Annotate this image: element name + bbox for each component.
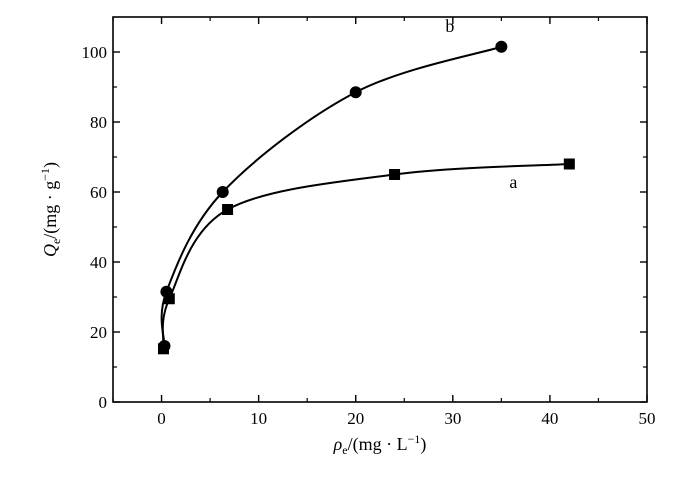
series-labels: ab (445, 16, 517, 192)
x-axis-label-symbol: ρ (333, 434, 343, 454)
marker-square-a (163, 293, 175, 305)
marker-circle-b (349, 86, 362, 99)
fit-curve-b (160, 45, 502, 347)
y-tick-label: 100 (82, 43, 108, 62)
y-axis-label-exponent: −1 (38, 168, 52, 181)
plot-frame (112, 16, 648, 403)
series-label-a: a (509, 172, 517, 192)
y-tick-label: 60 (90, 183, 107, 202)
y-tick-label: 40 (90, 253, 107, 272)
marker-circle-b (158, 340, 171, 352)
marker-square-a (563, 158, 575, 170)
data-markers (157, 40, 575, 355)
y-axis-label-symbol: Q (40, 244, 60, 257)
marker-square-a (389, 169, 401, 180)
x-axis-label-subscript: e (342, 443, 347, 457)
marker-circle-b (216, 186, 229, 198)
y-axis-label-subscript: e (49, 239, 63, 244)
x-tick-label: 30 (444, 409, 461, 428)
marker-square-a (222, 204, 234, 215)
y-tick-label: 80 (90, 113, 107, 132)
y-axis: 0 20 40 60 80 100 (82, 43, 647, 412)
x-tick-label: 20 (347, 409, 364, 428)
x-tick-label: 50 (639, 409, 656, 428)
x-tick-label: 0 (157, 409, 166, 428)
marker-circle-b (160, 285, 173, 298)
x-tick-label: 10 (250, 409, 267, 428)
x-axis-label-units: /(mg · L (348, 434, 408, 455)
x-axis: 0 10 20 30 40 50 (112, 17, 656, 428)
y-tick-label: 20 (90, 323, 107, 342)
y-axis-label: Qe/(mg · g−1) (38, 162, 63, 257)
y-tick-label: 0 (99, 393, 108, 412)
marker-circle-b (495, 40, 508, 53)
x-axis-label-exponent: −1 (408, 432, 421, 446)
series-label-b: b (445, 16, 454, 36)
x-axis-label: ρe/(mg · L−1) (333, 432, 427, 457)
y-axis-label-units: /(mg · g (40, 181, 61, 239)
x-tick-label: 40 (541, 409, 558, 428)
y-axis-label-close: ) (40, 162, 61, 168)
x-axis-label-close: ) (420, 434, 426, 455)
